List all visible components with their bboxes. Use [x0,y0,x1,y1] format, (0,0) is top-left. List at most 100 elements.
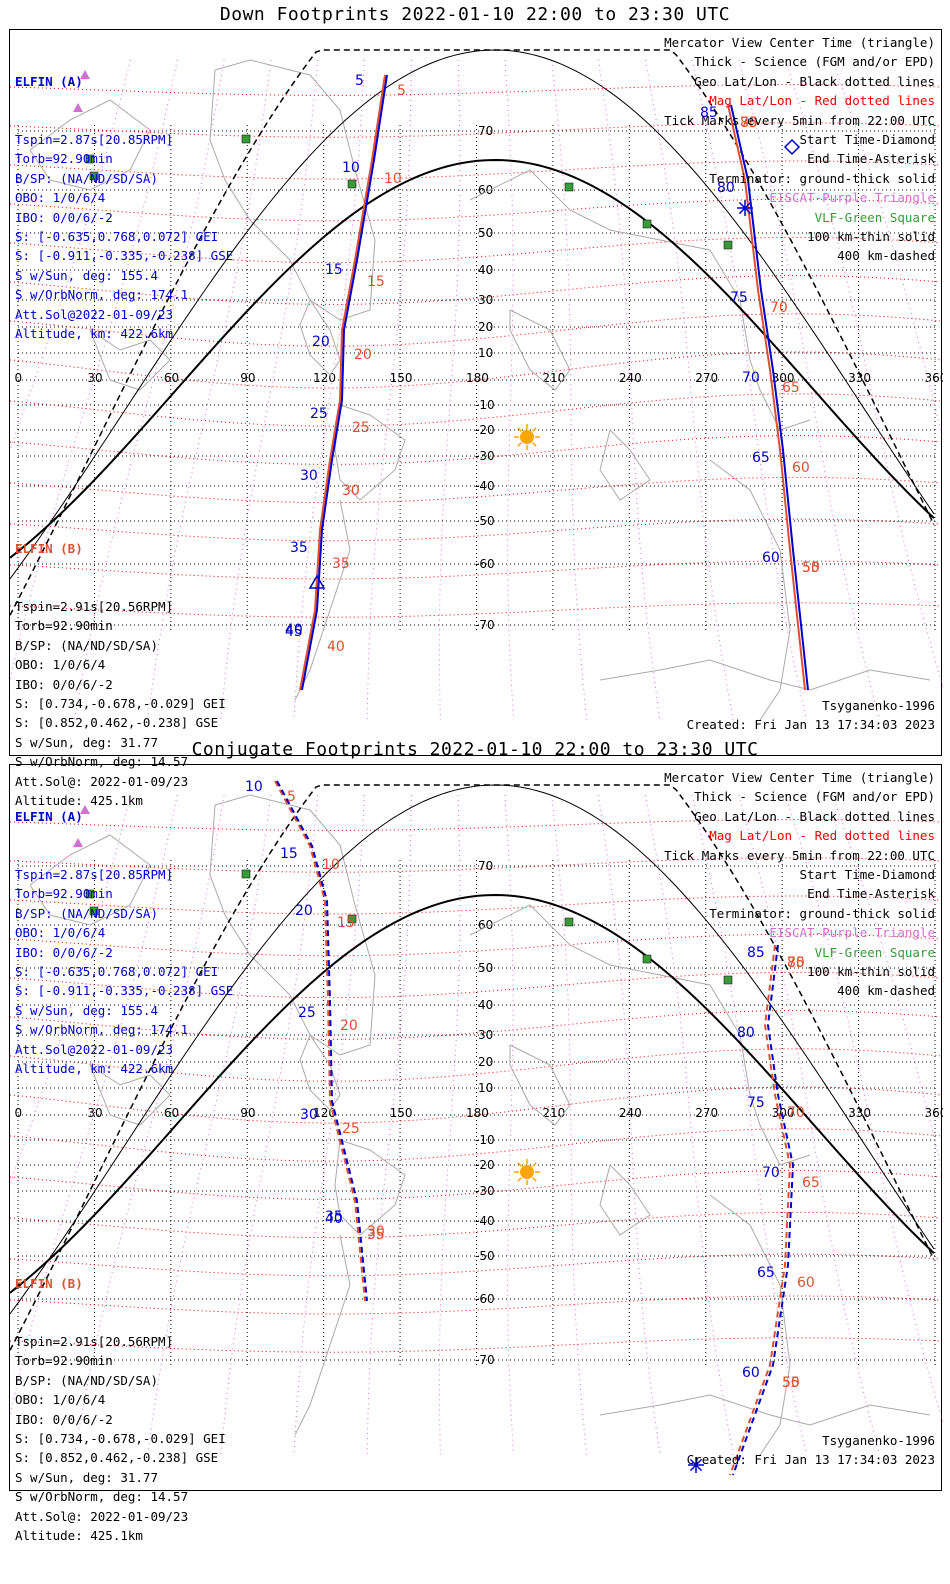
lat-label: 10 [478,346,493,360]
legend-entry: Mag Lat/Lon - Red dotted lines [709,93,935,109]
elfin-b-tick-label: 70 [787,1105,805,1121]
mag-meridian [10,59,178,683]
elfin-a-tick-label: 65 [757,1265,775,1281]
info-line: Altitude: 425.1km [15,1528,143,1544]
coastline [599,429,651,501]
coastline [29,99,151,191]
fov-100km-line [10,784,935,1315]
mag-meridian [785,794,943,1425]
lon-label: 60 [164,371,179,385]
elfin-a-header: ELFIN (A) [15,808,83,824]
lat-label: -20 [475,423,495,437]
info-line: S w/OrbNorm, deg: 174.1 [15,287,189,303]
elfin-a-tick-label: 85 [747,945,765,961]
info-line: Tspin=2.87s[20.85RPM] [15,867,174,883]
elfin-a-tick-label: 25 [310,406,328,422]
info-line: Torb=92.90min [15,618,113,634]
elfin-b-tick-label: 50 [782,1375,800,1391]
elfin-a-tick-label: 60 [742,1365,760,1381]
info-line: Tspin=2.91s[20.56RPM] [15,1334,174,1350]
mag-meridian [691,59,807,721]
lon-label: 330 [848,371,871,385]
sun-ray [532,1162,537,1167]
legend-entry: EISCAT-Purple Triangle [769,925,935,941]
mag-meridian [551,794,588,1456]
mag-parallel [10,1086,941,1124]
info-line: B/SP: (NA/ND/SD/SA) [15,1372,158,1388]
elfin-a-tick-label: 75 [730,290,748,306]
vlf-station-square [89,906,99,916]
lat-label: -10 [475,1133,495,1147]
info-line: Att.Sol@: 2022-01-09/23 [15,773,189,789]
mag-meridian [366,794,412,1456]
info-line: IBO: 0/0/6/-2 [15,944,113,960]
elfin-a-tick-label: 20 [312,334,330,350]
lon-label: 30 [87,1106,102,1120]
end-time-asterisk [738,201,752,215]
mag-meridian [147,59,272,721]
panel-title: Conjugate Footprints 2022-01-10 22:00 to… [191,739,759,760]
mercator-map: 0306090120150180210240270300330360706050… [10,779,943,1476]
info-line: IBO: 0/0/6/-2 [15,209,113,225]
elfin-b-tick-label: 10 [322,857,340,873]
lat-label: -70 [475,618,495,632]
elfin-a-track [276,780,368,1302]
mag-meridian [438,59,461,721]
elfin-b-tick-label: 5 [397,83,406,99]
coastline [334,404,406,501]
info-line: Att.Sol@2022-01-09/23 [15,1041,174,1057]
elfin-b-track-2 [729,944,792,1476]
sun-ray [532,442,537,447]
model-label: Tsyganenko-1996 [822,1433,935,1448]
coastline [89,1064,171,1126]
vlf-station-square [564,182,574,192]
lon-label: 210 [542,371,565,385]
info-line: B/SP: (NA/ND/SD/SA) [15,170,158,186]
vlf-station-square [347,179,357,189]
lat-label: -60 [475,1292,495,1306]
info-line: S w/Sun, deg: 155.4 [15,1002,158,1018]
lat-label: 70 [478,859,493,873]
start-time-diamond [783,138,801,156]
mag-meridian [73,59,225,721]
info-line: B/SP: (NA/ND/SD/SA) [15,637,158,653]
mag-parallel [10,1211,941,1239]
lat-label: -50 [475,1249,495,1263]
vlf-station-square [241,869,251,879]
elfin-b-tick-label: 65 [782,380,800,396]
info-line: S: [0.734,-0.678,-0.029] GEI [15,696,226,712]
coastline [599,659,931,691]
info-line: S w/Sun, deg: 31.77 [15,734,158,750]
lat-label: 60 [478,183,493,197]
info-line: S: [-0.911,-0.335,-0.238] GSE [15,248,234,264]
elfin-a-info: ELFIN (A) Tspin=2.87s[20.85RPM] Torb=92.9… [15,33,233,382]
info-line: Altitude, km: 422.6km [15,1061,174,1077]
lat-label: 50 [478,961,493,975]
info-line: OBO: 1/0/6/4 [15,925,106,941]
panel-title: Down Footprints 2022-01-10 22:00 to 23:3… [219,4,731,25]
elfin-a-tick-label: 45 [285,624,303,640]
terminator-line [10,159,935,559]
lat-label: -10 [475,398,495,412]
fov-400km-line [10,49,935,616]
info-line: Torb=92.90min [15,886,113,902]
elfin-b-header: ELFIN (B) [15,540,83,556]
coastline [509,1044,571,1126]
elfin-b-tick-label: 80 [787,955,805,971]
vlf-station-square [241,134,251,144]
end-time-asterisk [689,1458,703,1472]
elfin-a-tick-label: 30 [300,468,318,484]
info-line: S w/OrbNorm, deg: 174.1 [15,1022,189,1038]
mag-meridian [785,59,943,690]
legend-entry: Tick Marks every 5min from 22:00 UTC [664,847,935,863]
legend-entry: Terminator: ground-thick solid [709,170,935,186]
coastline [299,299,341,376]
lon-label: 210 [542,1106,565,1120]
info-line: OBO: 1/0/6/4 [15,657,106,673]
model-label: Tsyganenko-1996 [822,698,935,713]
lon-label: 0 [15,371,23,385]
sun-icon [520,430,534,444]
fov-400km-line [10,784,935,1351]
legend-entry: Geo Lat/Lon - Black dotted lines [694,808,935,824]
terminator-line [10,894,935,1294]
